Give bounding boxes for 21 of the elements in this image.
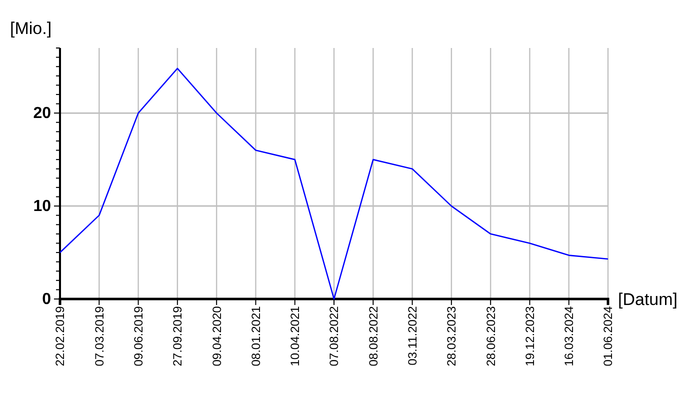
x-tick-label: 09.06.2019 — [131, 306, 146, 366]
line-series — [59, 68, 609, 300]
y-tick-label: 20 — [33, 105, 52, 122]
x-tick-label: 08.01.2021 — [248, 306, 263, 366]
x-tick-label: 08.08.2022 — [366, 306, 380, 366]
y-tick-label: 0 — [42, 291, 52, 308]
x-tick-label: 19.12.2023 — [522, 306, 537, 366]
x-tick-label: 03.11.2022 — [405, 306, 420, 366]
x-tick-label: 01.06.2024 — [601, 306, 616, 366]
x-tick-label: 16.03.2024 — [562, 306, 576, 366]
x-tick-label: 07.08.2022 — [327, 306, 342, 366]
y-tick-label: 10 — [33, 198, 52, 216]
x-tick-label: 10.04.2021 — [288, 306, 302, 366]
x-axis-title: [Datum] — [618, 290, 678, 309]
x-tick-label: 22.02.2019 — [53, 306, 68, 366]
x-tick-label: 07.03.2019 — [92, 306, 106, 366]
y-axis-title: [Mio.] — [10, 19, 52, 38]
x-tick-label: 28.03.2023 — [444, 306, 459, 366]
x-tick-label: 27.09.2019 — [170, 306, 185, 366]
x-tick-label: 28.06.2023 — [484, 306, 498, 366]
x-tick-label: 09.04.2020 — [210, 306, 224, 366]
